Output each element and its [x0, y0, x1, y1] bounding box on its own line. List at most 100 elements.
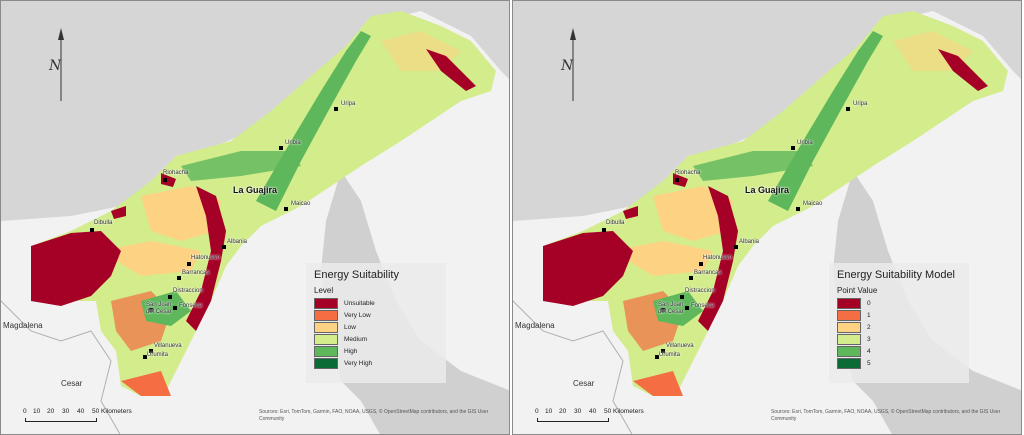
legend-item: 5 — [837, 358, 961, 369]
legend-swatch — [314, 358, 338, 369]
legend-item: 1 — [837, 310, 961, 321]
suitability-very-low-zone — [121, 371, 171, 396]
legend-swatch — [314, 334, 338, 345]
region-label: La Guajira — [745, 185, 790, 195]
town-label-fonseca: Fonseca — [691, 303, 715, 309]
town-label-villanueva: Villanueva — [154, 343, 182, 349]
scale-bar: 0 10 20 30 40 50 Kilometers — [535, 408, 695, 422]
legend-item: Medium — [314, 334, 438, 345]
legend-swatch — [837, 298, 861, 309]
town-label-san-juan-del-cesar: San Juan del Cesar — [146, 302, 172, 315]
town-label-riohacha: Riohacha — [163, 170, 189, 176]
scale-tick: 20 — [559, 408, 567, 415]
legend-label: Medium — [344, 336, 368, 343]
legend: Energy Suitability Model Point Value 0 1… — [829, 263, 969, 383]
suitability-unsuitable-zone — [543, 231, 633, 306]
legend-label: 2 — [867, 324, 871, 331]
legend-subtitle: Point Value — [837, 286, 878, 295]
geo-label-magdalena: Magdalena — [3, 321, 43, 330]
suitability-very-low-zone — [633, 371, 683, 396]
suitability-unsuitable-zone — [426, 49, 476, 91]
map-attribution: Sources: Esri, TomTom, Garmin, FAO, NOAA… — [771, 409, 1001, 422]
north-label: N — [49, 58, 62, 74]
town-label-hatonuevo: Hatonuevo — [703, 255, 733, 261]
geo-label-cesar: Cesar — [573, 379, 595, 388]
town-markers — [602, 107, 850, 359]
legend-label: Very High — [344, 360, 373, 367]
town-label-albania: Albania — [227, 239, 248, 245]
town-label-uribia: Uribia — [285, 140, 301, 146]
scale-tick: 20 — [47, 408, 55, 415]
legend-item: Low — [314, 322, 438, 333]
department-boundary — [1, 300, 121, 434]
town-label-hatonuevo: Hatonuevo — [191, 255, 221, 261]
suitability-low-zone — [613, 241, 713, 276]
suitability-unsuitable-zone — [31, 231, 121, 306]
north-arrow-icon: N — [46, 26, 76, 111]
scale-bar: 0 10 20 30 40 50 Kilometers — [23, 408, 183, 422]
scale-tick: 30 — [62, 408, 70, 415]
scale-line — [537, 418, 609, 422]
scale-tick: 40 — [77, 408, 85, 415]
scale-tick: 10 — [33, 408, 41, 415]
suitability-unsuitable-zone — [698, 186, 738, 331]
legend-label: High — [344, 348, 358, 355]
scale-tick: 30 — [574, 408, 582, 415]
town-label-barrancas: Barrancas — [694, 270, 722, 276]
scale-tick: 50 Kilometers — [604, 408, 644, 415]
geo-label-magdalena: Magdalena — [515, 321, 555, 330]
legend-title: Energy Suitability — [314, 269, 399, 281]
legend-item: High — [314, 346, 438, 357]
sea-area — [513, 1, 1021, 221]
legend-item: 2 — [837, 322, 961, 333]
legend-swatch — [837, 322, 861, 333]
legend-swatch — [837, 310, 861, 321]
town-label-urumita: Urumita — [659, 352, 681, 358]
suitability-high-corridor — [693, 151, 813, 181]
legend-swatch — [314, 310, 338, 321]
town-label-villanueva: Villanueva — [666, 343, 694, 349]
legend-label: 0 — [867, 300, 871, 307]
suitability-high-corridor — [181, 151, 301, 181]
legend-swatch — [314, 346, 338, 357]
suitability-unsuitable-zone — [673, 173, 688, 187]
north-label: N — [561, 58, 574, 74]
scale-tick: 0 — [23, 408, 27, 415]
suitability-unsuitable-zone — [161, 173, 176, 187]
legend-title: Energy Suitability Model — [837, 269, 956, 281]
region-label: La Guajira — [233, 185, 278, 195]
legend-label: Very Low — [344, 312, 371, 319]
scale-line — [25, 418, 97, 422]
legend-label: 5 — [867, 360, 871, 367]
legend-item: Very High — [314, 358, 438, 369]
legend: Energy Suitability Level Unsuitable Very… — [306, 263, 446, 383]
town-label-san-juan-del-cesar: San Juan del Cesar — [658, 302, 684, 315]
scale-tick: 50 Kilometers — [92, 408, 132, 415]
suitability-unsuitable-zone — [111, 206, 126, 219]
legend-swatch — [837, 334, 861, 345]
legend-swatch — [837, 346, 861, 357]
scale-tick: 40 — [589, 408, 597, 415]
legend-item: 4 — [837, 346, 961, 357]
legend-item: 0 — [837, 298, 961, 309]
legend-subtitle: Level — [314, 286, 334, 295]
town-label-dibulla: Dibulla — [606, 220, 625, 226]
town-label-urumita: Urumita — [147, 352, 169, 358]
sea-area — [1, 1, 509, 221]
left-map-panel[interactable]: N Uripa Uribia Riohacha Maicao Dibulla A… — [0, 0, 510, 435]
suitability-high-zone — [141, 291, 191, 326]
legend-item: 3 — [837, 334, 961, 345]
legend-item: Very Low — [314, 310, 438, 321]
legend-label: 4 — [867, 348, 871, 355]
town-label-uripa: Uripa — [341, 101, 356, 107]
town-label-uribia: Uribia — [797, 140, 813, 146]
department-boundary — [513, 300, 633, 434]
right-map-panel[interactable]: N Uripa Uribia Riohacha Maicao Dibulla A… — [512, 0, 1022, 435]
scale-tick: 10 — [545, 408, 553, 415]
suitability-high-zone — [653, 291, 703, 326]
town-label-distraccion: Distraccion — [173, 288, 203, 294]
town-label-maicao: Maicao — [803, 201, 823, 207]
geo-label-cesar: Cesar — [61, 379, 83, 388]
suitability-unsuitable-zone — [623, 206, 638, 219]
